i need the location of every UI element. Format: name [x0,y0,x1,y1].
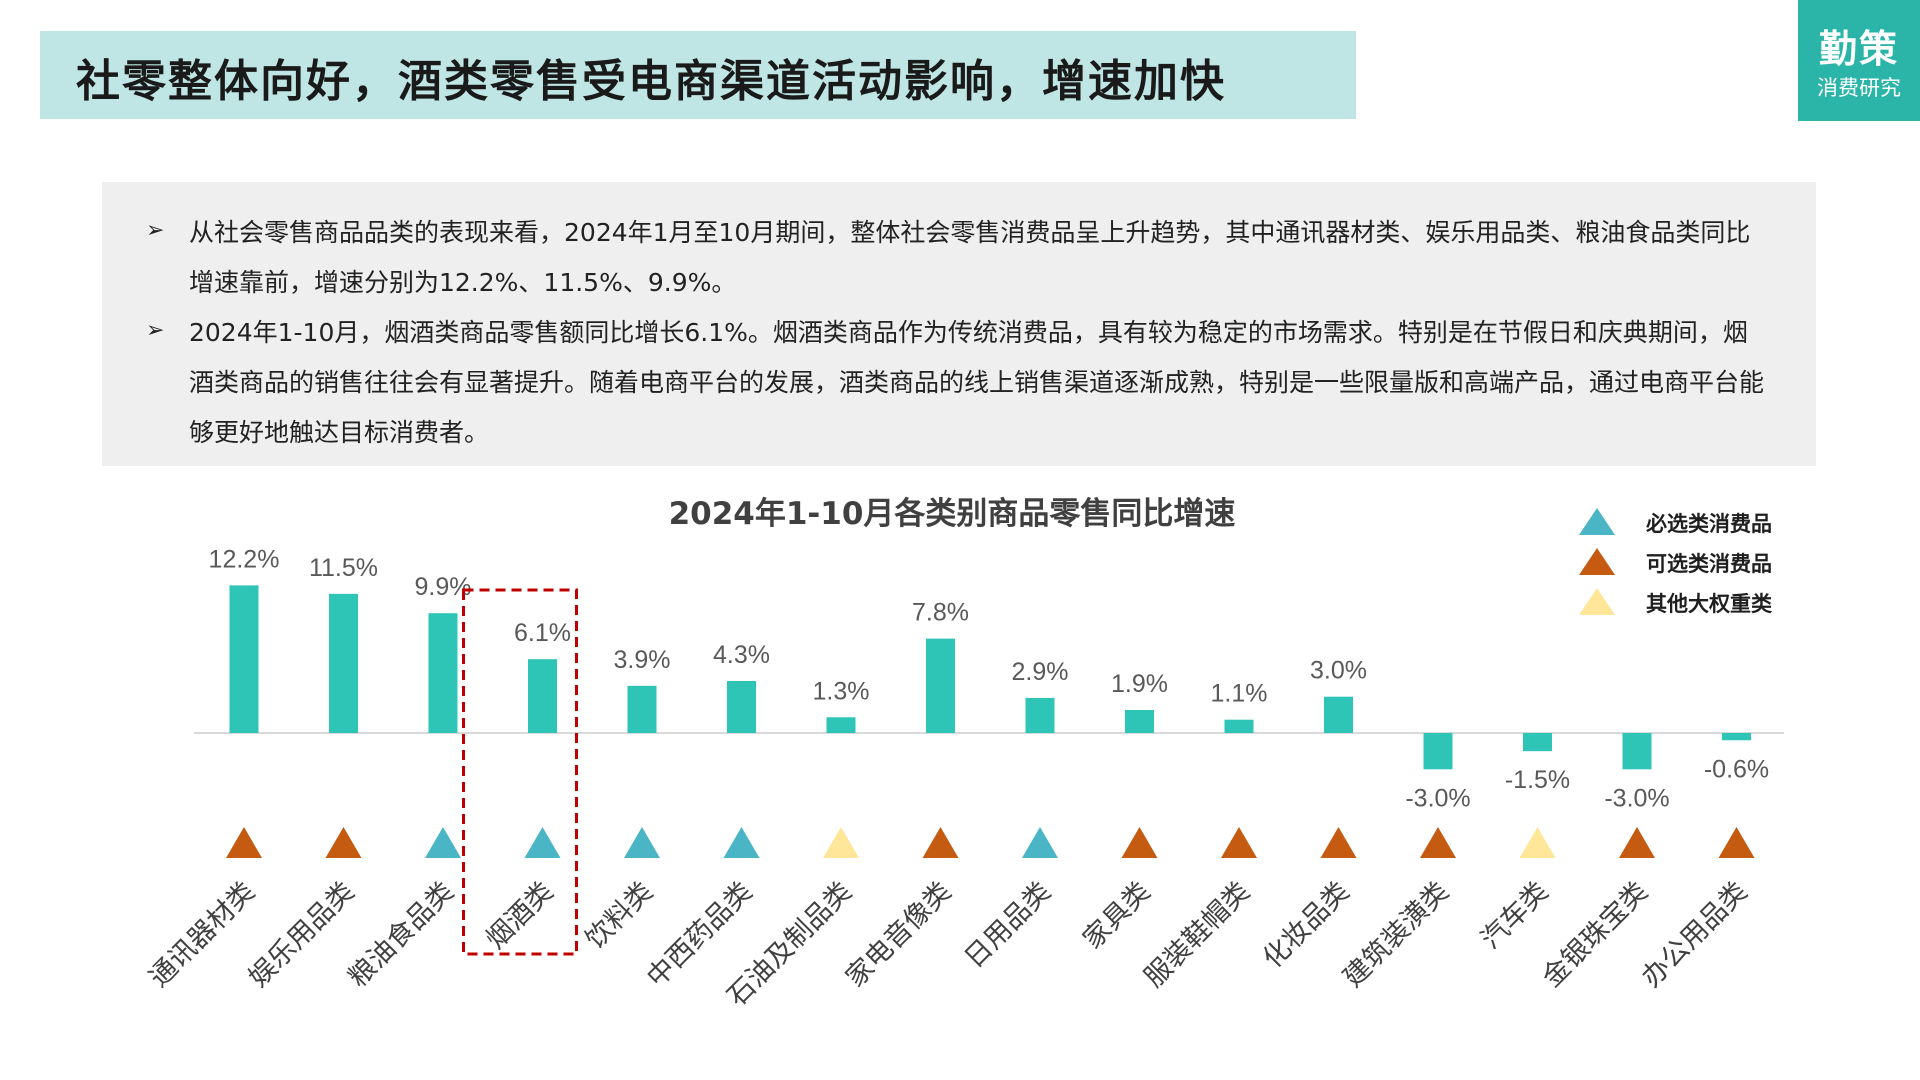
summary-notes: ➢ 从社会零售商品品类的表现来看，2024年1月至10月期间，整体社会零售消费品… [102,182,1816,466]
data-label-6: 4.3% [713,641,770,669]
category-label-1: 通讯器材类 [144,876,261,993]
category-label-9: 日用品类 [959,876,1057,974]
bar-2 [329,593,358,733]
bar-14 [1523,733,1552,752]
category-label-13: 建筑装潢类 [1338,876,1455,993]
title-bar: 社零整体向好，酒类零售受电商渠道活动影响，增速加快 [40,31,1356,119]
bar-13 [1423,733,1453,770]
bar-11 [1224,719,1254,733]
data-label-10: 1.9% [1111,670,1168,698]
data-label-12: 3.0% [1310,657,1367,685]
category-marker-16 [1718,827,1755,858]
legend-label-optional: 可选类消费品 [1646,552,1772,576]
bar-3 [428,613,458,733]
category-marker-2 [325,827,362,858]
category-label-4: 烟酒类 [480,876,559,955]
bar-1 [229,585,259,733]
note-paragraph-1: 从社会零售商品品类的表现来看，2024年1月至10月期间，整体社会零售消费品呈上… [189,218,1751,297]
data-label-3: 9.9% [415,573,472,601]
highlight-box [462,588,578,956]
data-label-13: -3.0% [1405,784,1470,812]
data-label-1: 12.2% [209,545,280,573]
bar-9 [1025,697,1055,733]
data-label-14: -1.5% [1505,766,1570,794]
data-label-16: -0.6% [1704,755,1769,783]
category-marker-8 [922,827,959,858]
bar-16 [1722,733,1751,741]
category-label-8: 家电音像类 [840,876,957,993]
chart-title: 2024年1-10月各类别商品零售同比增速 [669,496,1236,532]
bar-6 [727,680,756,733]
bar-12 [1324,696,1353,733]
bar-8 [926,638,955,733]
category-marker-4 [524,827,561,858]
category-label-12: 化妆品类 [1257,876,1355,974]
category-marker-15 [1619,827,1655,858]
bar-7 [826,717,856,733]
category-label-3: 粮油食品类 [343,876,460,993]
bullet-icon: ➢ [146,218,165,243]
category-label-10: 家具类 [1077,876,1156,955]
category-label-11: 服装鞋帽类 [1139,876,1256,993]
data-label-7: 1.3% [813,677,870,705]
data-label-4: 6.1% [514,619,571,647]
category-marker-11 [1221,827,1257,858]
category-label-15: 金银珠宝类 [1537,876,1654,993]
brand-name: 勤策 [1818,26,1899,71]
legend-label-other: 其他大权重类 [1646,592,1773,616]
category-marker-9 [1022,827,1058,858]
bar-5 [627,685,657,733]
category-label-5: 饮料类 [580,876,659,955]
category-marker-7 [823,827,859,858]
category-marker-14 [1519,827,1556,858]
category-label-2: 娱乐用品类 [243,876,360,993]
note-paragraph-2: 2024年1-10月，烟酒类商品零售额同比增长6.1%。烟酒类商品作为传统消费品… [189,318,1765,447]
category-label-14: 汽车类 [1475,876,1554,955]
page-title: 社零整体向好，酒类零售受电商渠道活动影响，增速加快 [76,56,1226,107]
category-marker-13 [1420,827,1456,858]
category-marker-6 [723,827,760,858]
data-label-2: 11.5% [309,554,378,582]
data-label-5: 3.9% [614,646,671,674]
data-label-8: 7.8% [912,599,969,627]
legend-marker-optional [1579,548,1615,575]
category-marker-5 [624,827,660,858]
category-marker-1 [226,827,262,858]
category-marker-10 [1121,827,1158,858]
legend-label-essential: 必选类消费品 [1646,512,1772,536]
bar-15 [1622,733,1652,770]
category-marker-12 [1320,827,1357,858]
category-label-16: 办公用品类 [1636,876,1753,993]
legend-marker-essential [1579,508,1615,535]
bar-4 [528,659,557,733]
category-marker-3 [425,827,461,858]
bar-10 [1125,710,1154,733]
bullet-icon: ➢ [146,318,165,343]
brand-logo: 勤策 消费研究 [1798,0,1920,121]
data-label-9: 2.9% [1012,658,1069,686]
data-label-15: -3.0% [1604,784,1669,812]
legend-marker-other [1579,588,1615,615]
data-label-11: 1.1% [1211,680,1268,708]
brand-subtitle: 消费研究 [1817,76,1901,100]
